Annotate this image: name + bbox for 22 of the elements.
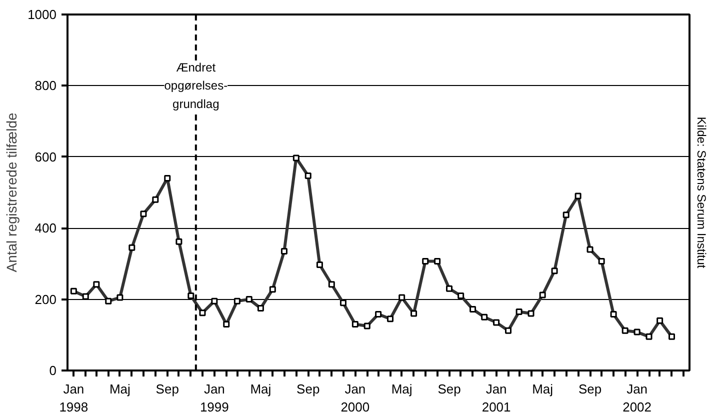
x-tick-label: Maj	[391, 382, 412, 396]
y-tick-label: 0	[49, 363, 57, 378]
y-tick-label: 200	[34, 292, 57, 307]
x-tick-label: Maj	[250, 382, 272, 396]
x-tick-label: Maj	[109, 382, 131, 396]
x-tick-label: Maj	[532, 382, 554, 396]
ref-line-label: Ændret opgørelses- grundlag	[164, 60, 228, 111]
y-tick-label: 600	[34, 149, 57, 164]
x-tick-label: Sep	[578, 382, 602, 396]
x-tick-label: Jan 2002	[622, 382, 652, 414]
x-tick-label: Jan 1999	[200, 382, 229, 414]
x-tick-label: Sep	[438, 382, 461, 396]
x-tick-label: Sep	[156, 382, 179, 396]
y-tick-label: 1000	[28, 7, 56, 22]
x-tick-label: Jan 1998	[59, 382, 88, 414]
y-tick-label: 400	[34, 220, 57, 236]
x-tick-label: Jan 2000	[340, 382, 370, 414]
x-tick-label: Jan 2001	[482, 382, 511, 414]
text: Kilde: Statens Serum Institut	[694, 116, 708, 269]
x-tick-label: Sep	[296, 382, 320, 396]
y-tick-label: 800	[34, 78, 57, 94]
y-axis-title: Antal registrerede tilfælde	[4, 112, 20, 272]
